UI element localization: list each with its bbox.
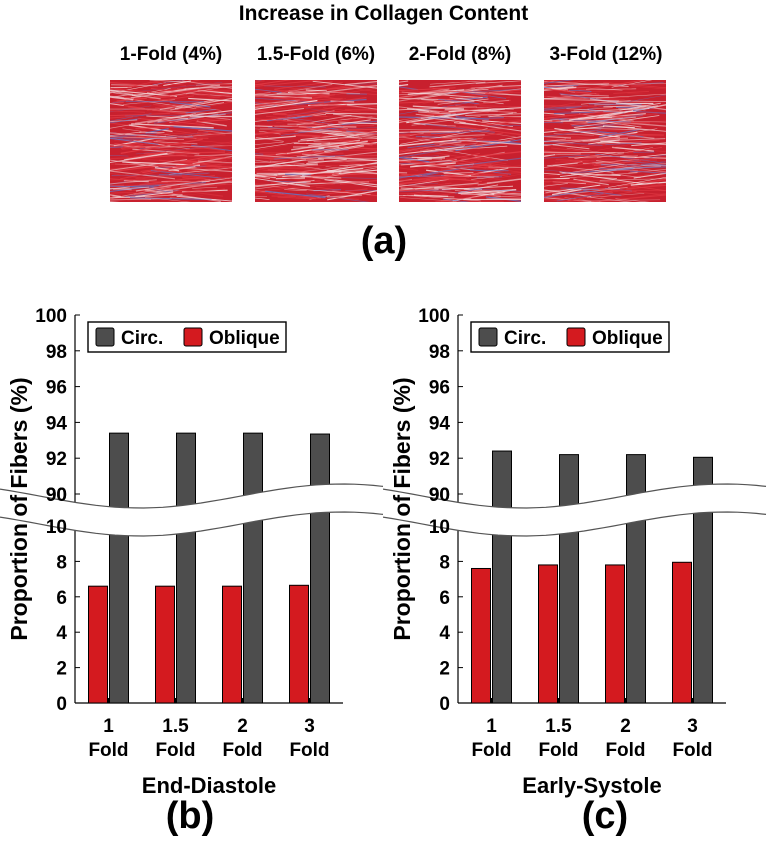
y-tick-label: 90 [46,485,67,506]
legend-swatch-oblique [566,327,586,347]
bar-oblique [672,561,692,704]
fold-label-2: 2-Fold (8%) [408,44,512,65]
bar-circ [693,456,713,704]
fiber-texture-1fold [110,80,232,202]
bar-circ [559,454,579,704]
y-tick-label: 0 [439,694,450,715]
y-tick-label: 92 [429,449,450,470]
fiber-texture-2fold [399,80,521,202]
fiber-texture-3fold [544,80,666,202]
x-tick-label: Fold [538,740,578,761]
legend-label-oblique: Oblique [209,328,280,349]
legend-swatch-circ [95,327,115,347]
legend: Circ. Oblique [470,321,670,353]
y-tick-label: 94 [46,413,68,434]
y-tick-label: 0 [56,694,67,715]
bar-oblique [471,567,491,704]
x-axis-label: Early-Systole [522,773,661,798]
panel-label-b: (b) [165,795,215,837]
axis-break-band [0,484,383,536]
legend-swatch-circ [478,327,498,347]
axis-break-line [0,511,383,537]
axis-break-band [383,484,766,536]
x-tick-label: Fold [88,740,128,761]
bar-oblique [605,564,625,704]
x-axis-label: End-Diastole [142,773,276,798]
y-tick-label: 6 [439,588,450,609]
y-tick-label: 96 [46,378,67,399]
x-tick-label: Fold [222,740,262,761]
x-tick-label: 1.5 [545,716,572,737]
y-tick-label: 6 [56,588,67,609]
bar-oblique [88,585,108,704]
y-tick-label: 100 [35,306,67,327]
bar-circ [310,433,330,704]
x-tick-label: 1 [486,716,497,737]
bar-circ [626,454,646,704]
y-tick-label: 96 [429,378,450,399]
y-tick-label: 4 [56,623,67,644]
fiber-texture-1-5fold [255,80,377,202]
bar-oblique [155,585,175,704]
bar-circ [243,432,263,704]
y-tick-label: 90 [429,485,450,506]
y-tick-label: 100 [418,306,450,327]
y-tick-label: 8 [56,552,67,573]
fold-label-1-5: 1.5-Fold (6%) [256,44,376,65]
y-tick-label: 92 [46,449,67,470]
y-tick-label: 8 [439,552,450,573]
y-tick-label: 10 [429,517,450,538]
legend: Circ. Oblique [87,321,287,353]
y-tick-label: 10 [46,517,67,538]
x-tick-label: 2 [237,716,248,737]
axis-break-line [383,511,767,537]
x-tick-label: Fold [155,740,195,761]
x-tick-label: Fold [672,740,712,761]
x-tick-label: 3 [304,716,315,737]
y-axis-label: Proportion of Fibers (%) [389,377,415,640]
x-tick-label: 2 [620,716,631,737]
legend-label-circ: Circ. [121,328,163,349]
collagen-title: Increase in Collagen Content [238,2,529,25]
y-tick-label: 2 [56,659,67,680]
fold-label-3: 3-Fold (12%) [549,44,663,65]
bar-oblique [538,564,558,704]
bar-oblique [222,585,242,704]
y-tick-label: 2 [439,659,450,680]
legend-label-oblique: Oblique [592,328,663,349]
axis-break-line [383,483,767,509]
y-axis-label: Proportion of Fibers (%) [6,377,32,640]
x-tick-label: 1 [103,716,114,737]
panel-label-a: (a) [360,220,408,262]
x-tick-label: 3 [687,716,698,737]
legend-swatch-oblique [183,327,203,347]
panel-label-c: (c) [581,795,629,837]
legend-label-circ: Circ. [504,328,546,349]
x-tick-label: 1.5 [162,716,189,737]
axis-break-line [0,483,383,509]
y-tick-label: 98 [429,342,450,363]
chart-end-diastole: 90 92 94 96 98 100 0 2 4 6 8 10 1 Fold 1.5 Fold 2 Fold 3 Fo… [0,306,383,798]
chart-early-systole: 90 92 94 96 98 100 0 2 4 6 8 10 1 Fold 1.5 Fold 2 Fold 3 Fo… [383,306,767,798]
y-tick-label: 98 [46,342,67,363]
y-tick-label: 94 [429,413,451,434]
bar-circ [176,432,196,704]
y-tick-label: 4 [439,623,450,644]
bar-oblique [289,584,309,704]
x-tick-label: Fold [289,740,329,761]
fold-label-1: 1-Fold (4%) [119,44,223,65]
bar-circ [109,432,129,704]
x-tick-label: Fold [605,740,645,761]
x-tick-label: Fold [471,740,511,761]
bar-circ [492,450,512,704]
